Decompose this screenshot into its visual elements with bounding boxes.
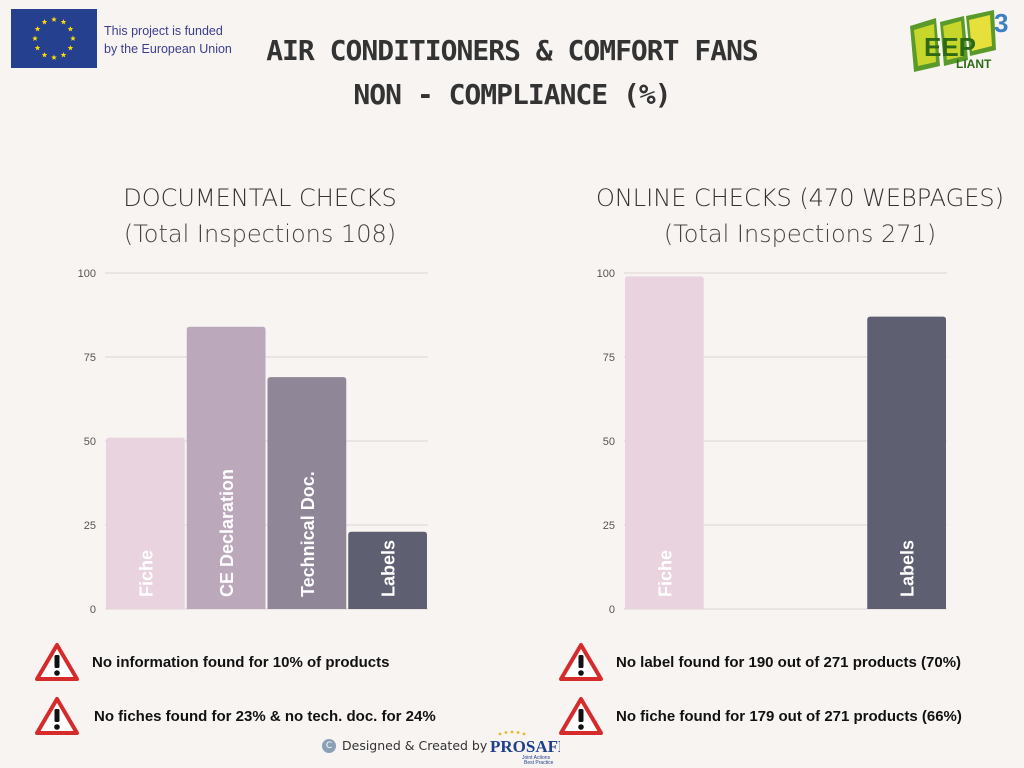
- eu-funding-line1: This project is funded: [104, 24, 223, 38]
- chart1-documental: 0 25 50 75 100 Fiche CE Declaration Technical D…: [78, 268, 428, 616]
- y-tick-label: 25: [84, 520, 96, 532]
- warning-icon: [35, 697, 79, 735]
- page-title-line1: AIR CONDITIONERS & COMFORT FANS: [266, 34, 759, 67]
- chart2-heading: ONLINE CHECKS (470 WEBPAGES) (Total Insp…: [580, 184, 1020, 248]
- footer-credit: C Designed & Created by: [322, 738, 487, 753]
- eu-star: [51, 54, 57, 60]
- prosafe-sub2: Best Practice: [524, 760, 554, 766]
- y-tick-label: 50: [603, 436, 615, 448]
- y-tick-label: 50: [84, 436, 96, 448]
- bar-label: Labels: [379, 540, 399, 597]
- chart1-subtitle: (Total Inspections 108): [123, 220, 397, 248]
- warning-right-2: No fiche found for 179 out of 271 produc…: [558, 696, 962, 736]
- warning-right-1: No label found for 190 out of 271 produc…: [558, 642, 961, 682]
- warning-icon: [35, 643, 79, 681]
- chart2-online: 0 25 50 75 100 Fiche Labels: [597, 268, 947, 616]
- bar-label: Fiche: [136, 550, 156, 597]
- warning-text: No fiches found for 23% & no tech. doc. …: [94, 707, 436, 725]
- warning-text: No label found for 190 out of 271 produc…: [616, 653, 962, 671]
- logo-sub-text: LIANT: [956, 57, 992, 71]
- bar-fiche: [625, 276, 704, 609]
- eepliant-logo: EEP LIANT 3: [910, 8, 1008, 72]
- warning-left-2: No fiches found for 23% & no tech. doc. …: [34, 696, 436, 736]
- y-tick-label: 25: [603, 520, 615, 532]
- bar-label: Labels: [898, 540, 918, 597]
- eu-funding-text: This project is funded by the European U…: [104, 22, 232, 58]
- eu-star: [32, 35, 38, 41]
- eu-flag: [11, 9, 97, 68]
- y-tick-label: 0: [90, 604, 96, 616]
- eu-star: [67, 26, 74, 32]
- eu-star: [34, 26, 41, 32]
- bar-label: Technical Doc.: [298, 471, 318, 597]
- bar-technical-doc-: [267, 377, 347, 609]
- logo-super-text: 3: [994, 8, 1008, 38]
- warning-text: No fiche found for 179 out of 271 produc…: [616, 707, 962, 725]
- warning-icon: [559, 697, 603, 735]
- prosafe-sub1: Joint Actions: [522, 755, 551, 761]
- eu-star: [51, 16, 57, 22]
- eu-stars-icon: [32, 16, 76, 60]
- prosafe-brand: PROSAFE: [490, 737, 560, 756]
- y-tick-label: 0: [609, 604, 615, 616]
- warning-icon: [559, 643, 603, 681]
- page-title-line2: NON - COMPLIANCE (%): [353, 78, 671, 111]
- y-tick-label: 100: [597, 268, 615, 280]
- eu-star: [60, 51, 67, 58]
- y-tick-label: 75: [84, 352, 96, 364]
- chart2-subtitle: (Total Inspections 271): [663, 220, 937, 248]
- chart2-title: ONLINE CHECKS (470 WEBPAGES): [595, 184, 1005, 212]
- bar-labels: [867, 316, 946, 609]
- eu-star: [60, 19, 67, 25]
- eu-star: [67, 45, 74, 51]
- eu-star: [41, 19, 48, 25]
- y-tick-label: 100: [78, 268, 96, 280]
- warning-left-1: No information found for 10% of products: [34, 642, 389, 682]
- chart1-title: DOCUMENTAL CHECKS: [123, 184, 397, 212]
- bar-labels: [348, 531, 427, 609]
- warning-text: No information found for 10% of products: [92, 653, 390, 671]
- eu-star: [34, 45, 41, 51]
- chart1-heading: DOCUMENTAL CHECKS (Total Inspections 108…: [60, 184, 460, 248]
- eu-star: [41, 51, 48, 58]
- y-tick-label: 75: [603, 352, 615, 364]
- bar-ce-declaration: [186, 326, 266, 609]
- logo-main-text: EEP: [924, 32, 976, 62]
- eu-star: [70, 35, 76, 41]
- footer-text: Designed & Created by: [342, 738, 488, 753]
- canva-icon: C: [322, 738, 336, 753]
- bar-fiche: [106, 437, 185, 609]
- bar-label: Fiche: [655, 550, 675, 597]
- eu-funding-line2: by the European Union: [104, 42, 232, 56]
- prosafe-logo: PROSAFE Joint Actions Best Practice: [490, 730, 560, 766]
- bar-label: CE Declaration: [217, 469, 237, 597]
